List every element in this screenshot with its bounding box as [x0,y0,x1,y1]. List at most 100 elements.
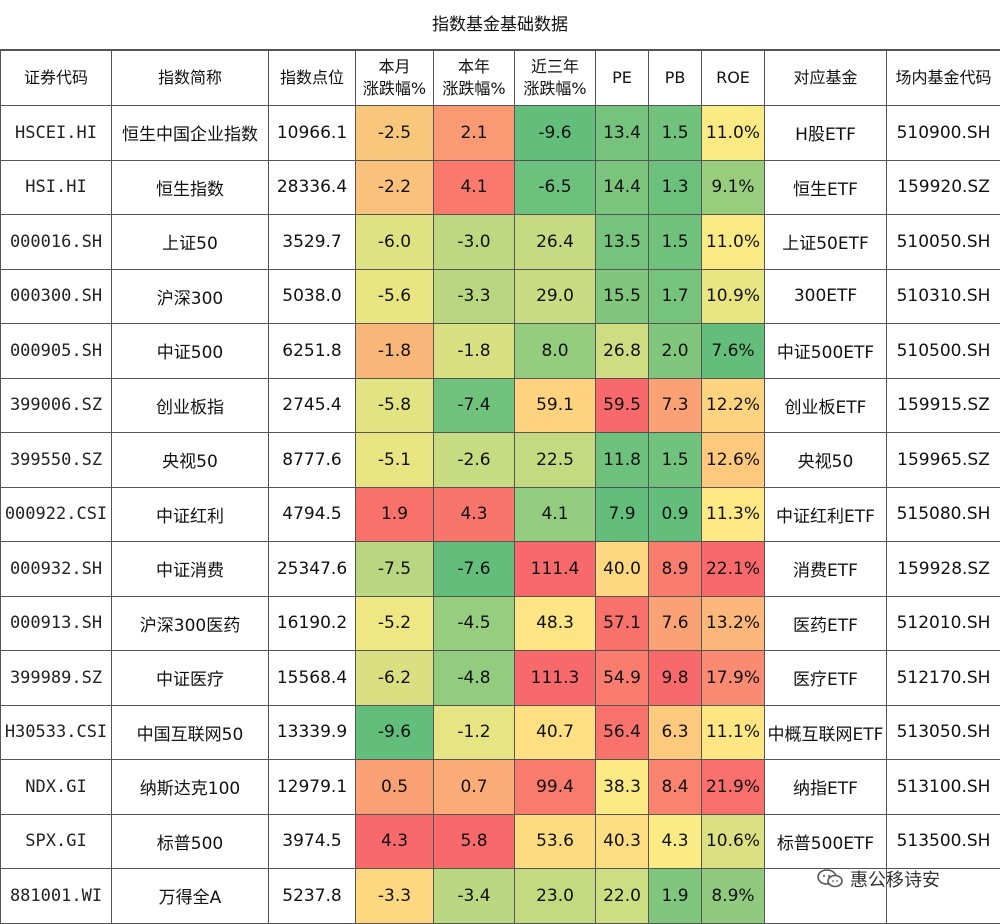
cell-name: 中证500 [112,324,269,379]
cell-fund: 央视50 [765,433,887,488]
cell-code: H30533.CSI [1,705,112,760]
col-header-year: 本年涨跌幅% [434,51,515,106]
cell-points: 3974.5 [269,814,356,869]
cell-3y: 111.4 [515,542,596,597]
cell-month: -1.8 [356,324,434,379]
col-header-month-l1: 本月 [356,56,433,78]
cell-code: 000016.SH [1,215,112,270]
cell-month: -6.0 [356,215,434,270]
index-fund-table: 证券代码 指数简称 指数点位 本月涨跌幅% 本年涨跌幅% 近三年涨跌幅% PE … [0,50,1000,924]
cell-year: -4.8 [434,651,515,706]
cell-fund: 中证红利ETF [765,487,887,542]
cell-pe: 22.0 [596,869,649,924]
cell-code: 000913.SH [1,596,112,651]
cell-month: -5.6 [356,269,434,324]
cell-year: 2.1 [434,106,515,161]
cell-roe: 13.2% [702,596,765,651]
cell-fund-code: 510900.SH [887,106,1000,161]
cell-pe: 40.0 [596,542,649,597]
cell-pb: 8.9 [649,542,702,597]
cell-code: 000932.SH [1,542,112,597]
cell-roe: 9.1% [702,160,765,215]
cell-month: 0.5 [356,760,434,815]
cell-name: 沪深300医药 [112,596,269,651]
cell-pe: 13.5 [596,215,649,270]
cell-3y: -9.6 [515,106,596,161]
cell-name: 创业板指 [112,378,269,433]
cell-roe: 12.2% [702,378,765,433]
cell-fund: 医疗ETF [765,651,887,706]
cell-month: -6.2 [356,651,434,706]
cell-pb: 0.9 [649,487,702,542]
cell-month: -2.5 [356,106,434,161]
cell-fund: 消费ETF [765,542,887,597]
cell-3y: 40.7 [515,705,596,760]
cell-year: -7.4 [434,378,515,433]
cell-code: 000905.SH [1,324,112,379]
cell-pb: 9.8 [649,651,702,706]
cell-fund-code: 159915.SZ [887,378,1000,433]
cell-pe: 54.9 [596,651,649,706]
cell-3y: -6.5 [515,160,596,215]
cell-month: -9.6 [356,705,434,760]
col-header-3y: 近三年涨跌幅% [515,51,596,106]
cell-3y: 99.4 [515,760,596,815]
cell-year: 4.1 [434,160,515,215]
cell-roe: 17.9% [702,651,765,706]
cell-3y: 53.6 [515,814,596,869]
cell-fund: 医药ETF [765,596,887,651]
cell-pb: 4.3 [649,814,702,869]
cell-year: 4.3 [434,487,515,542]
cell-fund: 恒生ETF [765,160,887,215]
col-header-roe: ROE [702,51,765,106]
cell-month: -3.3 [356,869,434,924]
cell-fund-code: 513050.SH [887,705,1000,760]
cell-points: 15568.4 [269,651,356,706]
cell-fund: 纳指ETF [765,760,887,815]
cell-fund-code: 512010.SH [887,596,1000,651]
col-header-fund: 对应基金 [765,51,887,106]
cell-fund-code: 159920.SZ [887,160,1000,215]
cell-3y: 111.3 [515,651,596,706]
col-header-year-l2: 涨跌幅% [434,78,514,100]
cell-3y: 59.1 [515,378,596,433]
cell-fund: 中概互联网ETF [765,705,887,760]
cell-points: 2745.4 [269,378,356,433]
cell-points: 6251.8 [269,324,356,379]
col-header-year-l1: 本年 [434,56,514,78]
cell-points: 28336.4 [269,160,356,215]
cell-name: 中证医疗 [112,651,269,706]
cell-year: 0.7 [434,760,515,815]
watermark: 惠公移诗安 [816,866,996,892]
chat-bubbles-icon [816,868,844,890]
cell-month: 1.9 [356,487,434,542]
header-row: 证券代码 指数简称 指数点位 本月涨跌幅% 本年涨跌幅% 近三年涨跌幅% PE … [1,51,1000,106]
cell-year: -3.4 [434,869,515,924]
cell-code: 399550.SZ [1,433,112,488]
cell-fund-code: 159928.SZ [887,542,1000,597]
cell-fund: H股ETF [765,106,887,161]
cell-name: 中证红利 [112,487,269,542]
cell-fund-code: 512170.SH [887,651,1000,706]
cell-year: -1.2 [434,705,515,760]
cell-pe: 11.8 [596,433,649,488]
table-title: 指数基金基础数据 [0,0,1000,50]
cell-pb: 7.3 [649,378,702,433]
cell-name: 中证消费 [112,542,269,597]
cell-pe: 7.9 [596,487,649,542]
cell-fund-code: 510500.SH [887,324,1000,379]
cell-3y: 23.0 [515,869,596,924]
cell-pe: 15.5 [596,269,649,324]
cell-year: 5.8 [434,814,515,869]
cell-month: -2.2 [356,160,434,215]
col-header-points: 指数点位 [269,51,356,106]
col-header-month: 本月涨跌幅% [356,51,434,106]
cell-year: -4.5 [434,596,515,651]
